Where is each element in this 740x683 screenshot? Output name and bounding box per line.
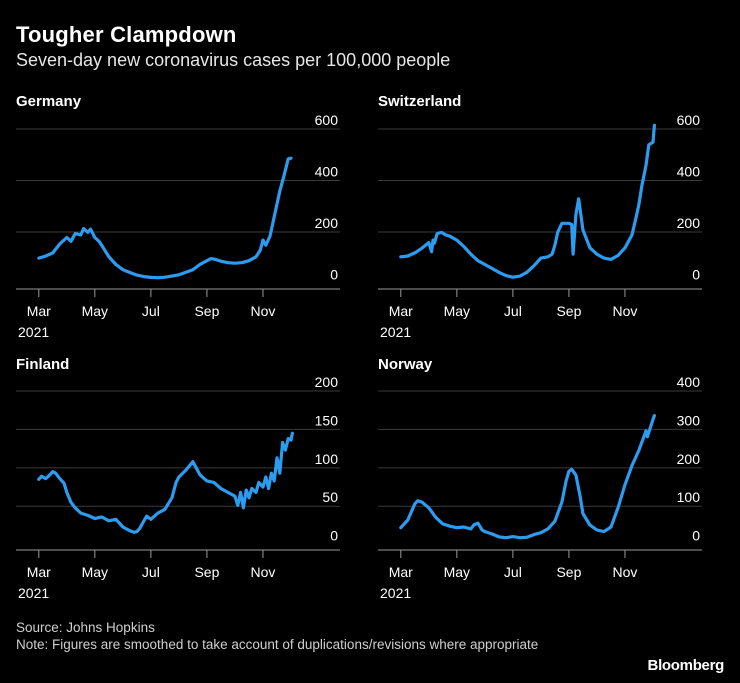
germany-x-tick-label-jul: Jul — [142, 303, 160, 319]
finland-panel: Finland 0 50 100 150 200 Mar May Jul Sep Nov 2021 — [16, 356, 340, 601]
germany-panel: Germany 0 200 400 600 Mar May Jul Sep Nov 2021 — [16, 93, 340, 340]
finland-x-tick-label-sep: Sep — [194, 564, 219, 580]
switzerland-x-year-label: 2021 — [380, 324, 411, 340]
norway-x-tick-label-nov: Nov — [613, 564, 638, 580]
switzerland-x-tick-label-nov: Nov — [613, 303, 638, 319]
norway-x-tick-label-jul: Jul — [504, 564, 522, 580]
switzerland-y-tick-label-0: 0 — [692, 267, 700, 283]
norway-y-tick-label-300: 300 — [677, 412, 701, 428]
finland-x-tick-label-jul: Jul — [142, 564, 160, 580]
finland-y-tick-label-0: 0 — [330, 528, 338, 544]
source-note: Source: Johns Hopkins — [16, 620, 155, 635]
germany-x-tick-label-may: May — [82, 303, 108, 319]
switzerland-y-tick-label-400: 400 — [677, 164, 701, 180]
germany-x-tick-label-nov: Nov — [251, 303, 276, 319]
norway-panel: Norway 0 100 200 300 400 Mar May Jul Sep Nov 2021 — [378, 356, 702, 601]
germany-y-tick-label-600: 600 — [315, 112, 339, 128]
germany-y-tick-label-0: 0 — [330, 267, 338, 283]
switzerland-panel: Switzerland 0 200 400 600 Mar May Jul Sep Nov 2021 — [378, 93, 702, 340]
finland-y-tick-label-100: 100 — [315, 451, 339, 467]
germany-y-tick-label-400: 400 — [315, 164, 339, 180]
norway-x-tick-label-sep: Sep — [556, 564, 581, 580]
norway-x-tick-label-mar: Mar — [389, 564, 413, 580]
norway-title: Norway — [378, 356, 433, 373]
norway-series-line — [399, 414, 657, 540]
finland-y-tick-label-50: 50 — [322, 489, 338, 505]
germany-title: Germany — [16, 93, 82, 110]
bloomberg-logo: Bloomberg — [647, 657, 725, 674]
finland-y-tick-label-150: 150 — [315, 412, 339, 428]
switzerland-x-tick-label-sep: Sep — [556, 303, 581, 319]
norway-x-tick-label-may: May — [444, 564, 470, 580]
germany-x-tick-label-sep: Sep — [194, 303, 219, 319]
chart-subtitle: Seven-day new coronavirus cases per 100,… — [16, 50, 451, 70]
switzerland-title: Switzerland — [378, 93, 461, 110]
chart-title: Tougher Clampdown — [16, 22, 237, 47]
finland-y-tick-label-200: 200 — [315, 374, 339, 390]
switzerland-x-tick-label-jul: Jul — [504, 303, 522, 319]
germany-x-year-label: 2021 — [18, 324, 49, 340]
germany-series-line — [37, 156, 293, 280]
finland-x-tick-label-may: May — [82, 564, 108, 580]
finland-series-line — [37, 431, 294, 534]
switzerland-series-line — [399, 123, 657, 279]
norway-y-tick-label-100: 100 — [677, 489, 701, 505]
norway-y-tick-label-0: 0 — [692, 528, 700, 544]
switzerland-y-tick-label-200: 200 — [677, 215, 701, 231]
norway-y-tick-label-200: 200 — [677, 451, 701, 467]
germany-y-tick-label-200: 200 — [315, 215, 339, 231]
switzerland-y-tick-label-600: 600 — [677, 112, 701, 128]
methodology-note: Note: Figures are smoothed to take accou… — [16, 637, 539, 652]
finland-x-tick-label-nov: Nov — [251, 564, 276, 580]
norway-x-year-label: 2021 — [380, 585, 411, 601]
switzerland-x-tick-label-mar: Mar — [389, 303, 413, 319]
switzerland-x-tick-label-may: May — [444, 303, 470, 319]
finland-title: Finland — [16, 356, 69, 373]
germany-x-tick-label-mar: Mar — [27, 303, 51, 319]
finland-x-year-label: 2021 — [18, 585, 49, 601]
norway-y-tick-label-400: 400 — [677, 374, 701, 390]
finland-x-tick-label-mar: Mar — [27, 564, 51, 580]
